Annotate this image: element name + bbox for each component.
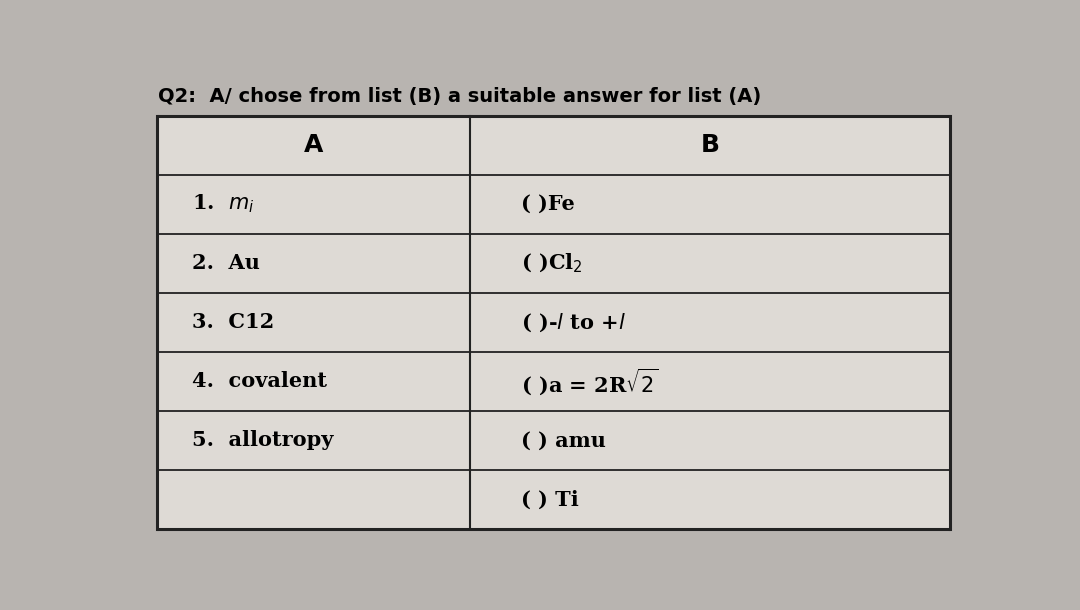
Text: ( )a = 2R$\sqrt{2}$: ( )a = 2R$\sqrt{2}$ — [521, 366, 658, 396]
Text: 1.  $m_i$: 1. $m_i$ — [191, 193, 254, 215]
Text: Q2:  A/ chose from list (B) a suitable answer for list (A): Q2: A/ chose from list (B) a suitable an… — [159, 87, 761, 106]
Text: B: B — [701, 133, 719, 157]
Bar — [157, 115, 950, 529]
Text: 3.  C12: 3. C12 — [191, 312, 274, 332]
Text: ( ) amu: ( ) amu — [521, 431, 606, 450]
Text: 2.  Au: 2. Au — [191, 253, 259, 273]
Text: ( )Fe: ( )Fe — [521, 194, 575, 214]
Text: ( )-$l$ to +$l$: ( )-$l$ to +$l$ — [521, 311, 625, 334]
Text: ( ) Ti: ( ) Ti — [521, 489, 578, 509]
Text: A: A — [303, 133, 323, 157]
Text: ( )Cl$_2$: ( )Cl$_2$ — [521, 251, 582, 275]
Text: 5.  allotropy: 5. allotropy — [191, 431, 333, 450]
Text: 4.  covalent: 4. covalent — [191, 371, 326, 392]
